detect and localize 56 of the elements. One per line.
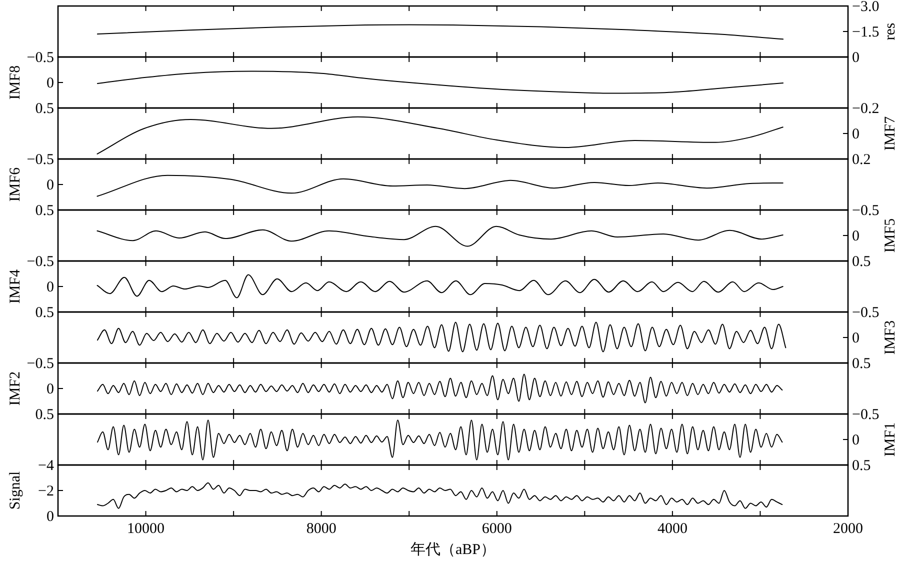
- y-axis-title: IMF2: [7, 371, 24, 406]
- line-series: [96, 274, 784, 298]
- x-tick-label: 2000: [833, 521, 863, 537]
- y2-tick-label: 0.5: [852, 356, 871, 372]
- y-axis-title: IMF8: [7, 65, 24, 100]
- line-series: [97, 24, 784, 40]
- y2-axis-title: IMF5: [882, 218, 898, 253]
- y-tick-label: 0: [46, 76, 54, 92]
- x-tick-label: 6000: [482, 521, 512, 537]
- y-axis-title: IMF4: [7, 268, 24, 304]
- y-tick-label: −0.5: [26, 152, 54, 168]
- y-tick-label: 0: [46, 382, 54, 398]
- y2-tick-label: 0: [852, 330, 860, 346]
- line-series: [96, 226, 784, 247]
- x-tick-label: 8000: [306, 521, 336, 537]
- y2-axis-title: IMF1: [882, 422, 898, 457]
- y2-tick-label: 0.5: [852, 254, 871, 270]
- line-series: [97, 420, 783, 460]
- line-series: [97, 70, 784, 94]
- x-tick-label: 4000: [657, 521, 688, 537]
- x-axis-title: 年代（aBP）: [410, 541, 496, 558]
- y-tick-label: 0.5: [35, 203, 54, 219]
- line-series: [96, 116, 784, 154]
- line-series: [96, 174, 784, 197]
- y-tick-label: −0.5: [26, 356, 54, 372]
- y-axis-title: IMF6: [7, 166, 24, 202]
- y2-tick-label: 0.2: [852, 152, 871, 168]
- y2-tick-label: 0: [852, 50, 860, 66]
- line-series: [97, 482, 783, 509]
- line-series: [97, 322, 786, 352]
- y-tick-label: −0.5: [26, 50, 54, 66]
- y2-tick-label: 0: [852, 126, 860, 142]
- y2-tick-label: −0.2: [852, 101, 880, 117]
- y-axis-title: Signal: [7, 471, 24, 510]
- y2-tick-label: −0.5: [852, 203, 880, 219]
- y2-tick-label: −0.5: [852, 407, 880, 423]
- y2-tick-label: −1.5: [852, 24, 880, 40]
- y2-tick-label: −0.5: [852, 305, 880, 321]
- y2-tick-label: −3.0: [852, 0, 880, 15]
- y2-axis-title: IMF3: [882, 320, 898, 355]
- y-tick-label: 0.5: [35, 101, 54, 117]
- y2-axis-title: res: [882, 22, 898, 40]
- y-tick-label: −2: [38, 484, 54, 500]
- y-tick-label: 0: [46, 509, 54, 525]
- x-tick-label: 10000: [127, 521, 165, 537]
- y-tick-label: 0.5: [35, 305, 54, 321]
- y2-axis-title: IMF7: [882, 116, 898, 151]
- y-tick-label: 0: [46, 280, 54, 296]
- y-tick-label: 0: [46, 178, 54, 194]
- y-tick-label: 0.5: [35, 407, 54, 423]
- y-tick-label: −0.5: [26, 254, 54, 270]
- line-series: [97, 374, 783, 404]
- y2-tick-label: 0.5: [852, 458, 871, 474]
- y2-tick-label: 0: [852, 228, 860, 244]
- y-tick-label: −4: [38, 458, 54, 474]
- y2-tick-label: 0: [852, 432, 860, 448]
